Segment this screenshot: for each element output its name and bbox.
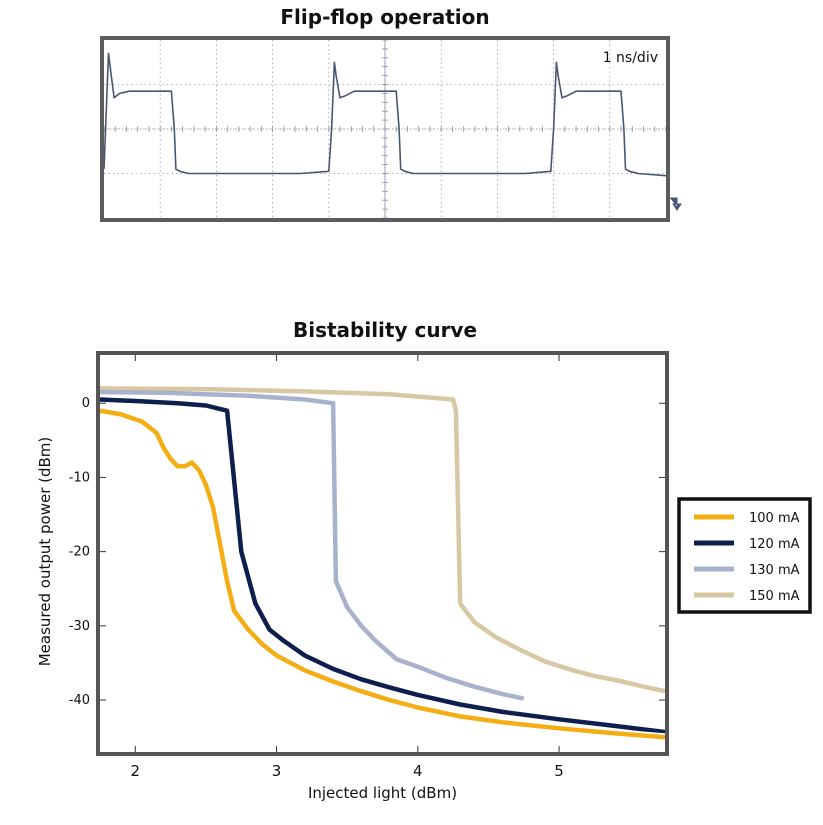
- series-line-120-ma: [100, 397, 665, 735]
- series-line-150-ma: [100, 386, 665, 694]
- legend-label: 150 mA: [749, 589, 800, 604]
- scope-frame: [100, 36, 670, 222]
- scope-title: Flip-flop operation: [280, 5, 490, 29]
- y-tick-label: -20: [69, 545, 90, 560]
- scope-trace: [103, 52, 667, 177]
- x-tick-label: 5: [554, 762, 564, 780]
- x-tick-label: 3: [272, 762, 282, 780]
- y-tick-label: -30: [69, 619, 90, 634]
- plot-series-group: [100, 386, 665, 742]
- y-axis-label: Measured output power (dBm): [36, 437, 54, 667]
- y-tick-label: -40: [69, 693, 90, 708]
- series-line-130-ma: [100, 389, 525, 701]
- plot-frame: [96, 351, 669, 756]
- y-tick-label: 0: [82, 396, 90, 411]
- legend-label: 100 mA: [749, 511, 800, 526]
- series-line-100-ma: [100, 408, 665, 740]
- bistability-title: Bistability curve: [292, 318, 478, 342]
- legend-label: 130 mA: [749, 563, 800, 578]
- x-tick-label: 4: [413, 762, 423, 780]
- scope-timebase-label: 1 ns/div: [603, 50, 658, 66]
- x-tick-label: 2: [131, 762, 141, 780]
- y-tick-label: -10: [69, 470, 90, 485]
- legend-label: 120 mA: [749, 537, 800, 552]
- x-axis-label: Injected light (dBm): [308, 784, 457, 802]
- ground-marker-icon: [670, 197, 682, 211]
